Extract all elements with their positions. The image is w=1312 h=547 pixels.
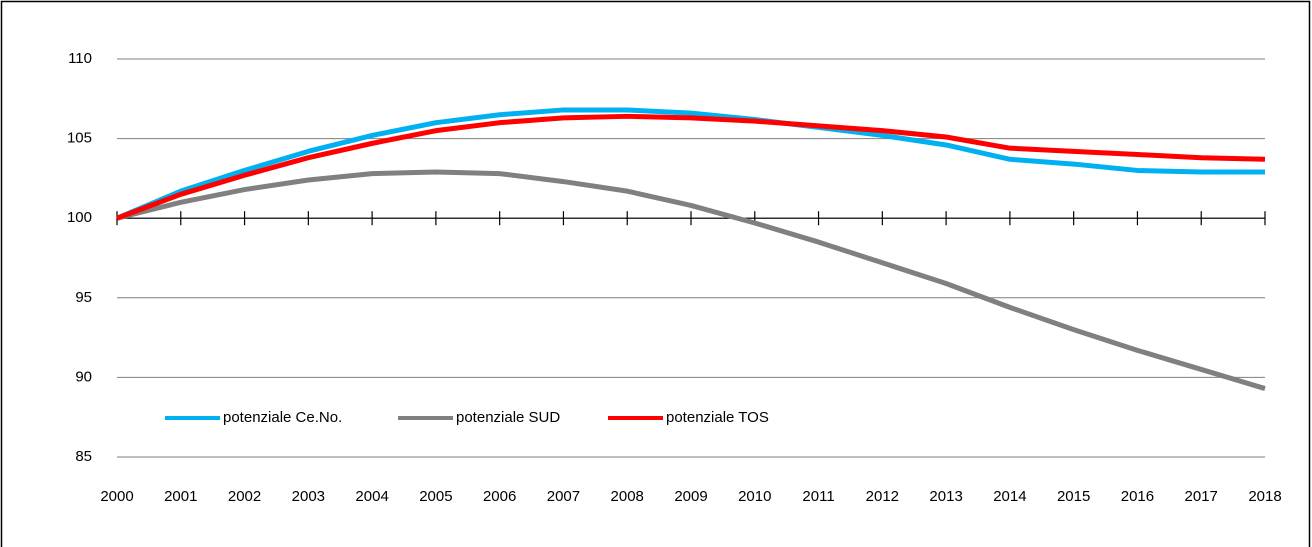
- legend-label: potenziale Ce.No.: [223, 409, 342, 426]
- series-line: [116, 113, 1266, 221]
- x-tick-label: 2012: [866, 488, 899, 505]
- x-tick-label: 2011: [802, 488, 834, 505]
- legend-label: potenziale SUD: [456, 409, 560, 426]
- x-tick-label: 2013: [929, 488, 962, 505]
- y-tick-label: 110: [68, 50, 92, 67]
- y-tick-label: 95: [75, 289, 92, 306]
- series-line: [116, 169, 1266, 391]
- x-tick-label: 2016: [1121, 488, 1154, 505]
- x-tick-label: 2007: [547, 488, 580, 505]
- x-tick-label: 2018: [1248, 488, 1281, 505]
- legend-label: potenziale TOS: [666, 409, 769, 426]
- y-tick-label: 100: [67, 209, 92, 226]
- x-tick-label: 2014: [993, 488, 1026, 505]
- x-tick-label: 2015: [1057, 488, 1090, 505]
- x-tick-label: 2010: [738, 488, 771, 505]
- x-tick-label: 2009: [674, 488, 707, 505]
- x-tick-label: 2017: [1185, 488, 1218, 505]
- y-tick-label: 85: [75, 448, 92, 465]
- x-tick-label: 2004: [355, 488, 388, 505]
- y-tick-label: 90: [75, 368, 92, 385]
- x-tick-label: 2008: [611, 488, 644, 505]
- x-tick-label: 2001: [164, 488, 197, 505]
- x-tick-label: 2005: [419, 488, 452, 505]
- x-tick-label: 2000: [100, 488, 133, 505]
- x-tick-label: 2003: [292, 488, 325, 505]
- series-line: [116, 107, 1265, 221]
- x-tick-label: 2006: [483, 488, 516, 505]
- x-tick-label: 2002: [228, 488, 261, 505]
- y-tick-label: 105: [67, 130, 92, 147]
